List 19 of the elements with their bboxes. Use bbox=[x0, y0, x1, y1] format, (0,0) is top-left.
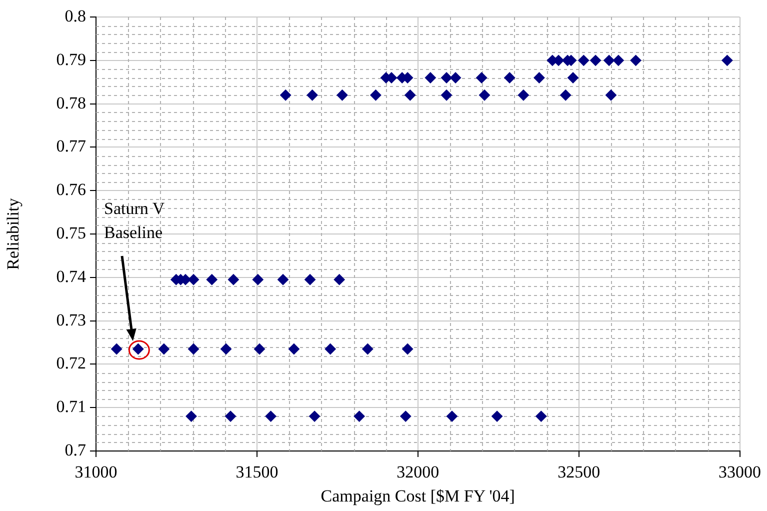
y-tick-label: 0.7 bbox=[64, 440, 86, 460]
x-tick-label: 32500 bbox=[558, 462, 600, 482]
y-tick-label: 0.76 bbox=[56, 180, 86, 200]
y-tick-label: 0.77 bbox=[56, 136, 86, 156]
y-tick-label: 0.73 bbox=[56, 310, 86, 330]
y-tick-label: 0.8 bbox=[64, 6, 86, 26]
x-tick-label: 31500 bbox=[236, 462, 278, 482]
y-axis-title: Reliability bbox=[4, 198, 23, 270]
y-tick-label: 0.72 bbox=[56, 354, 86, 373]
y-tick-label: 0.78 bbox=[56, 93, 86, 112]
x-tick-label: 33000 bbox=[718, 462, 761, 482]
y-tick-label: 0.74 bbox=[56, 266, 86, 286]
y-tick-label: 0.71 bbox=[56, 397, 86, 416]
y-tick-label: 0.79 bbox=[56, 50, 86, 69]
annotation: Saturn V Baseline bbox=[104, 199, 166, 242]
y-tick-label: 0.75 bbox=[56, 223, 86, 242]
x-tick-label: 32000 bbox=[396, 462, 440, 482]
x-axis-title: Campaign Cost [$M FY '04] bbox=[320, 486, 515, 506]
x-tick-label: 31000 bbox=[74, 462, 118, 482]
